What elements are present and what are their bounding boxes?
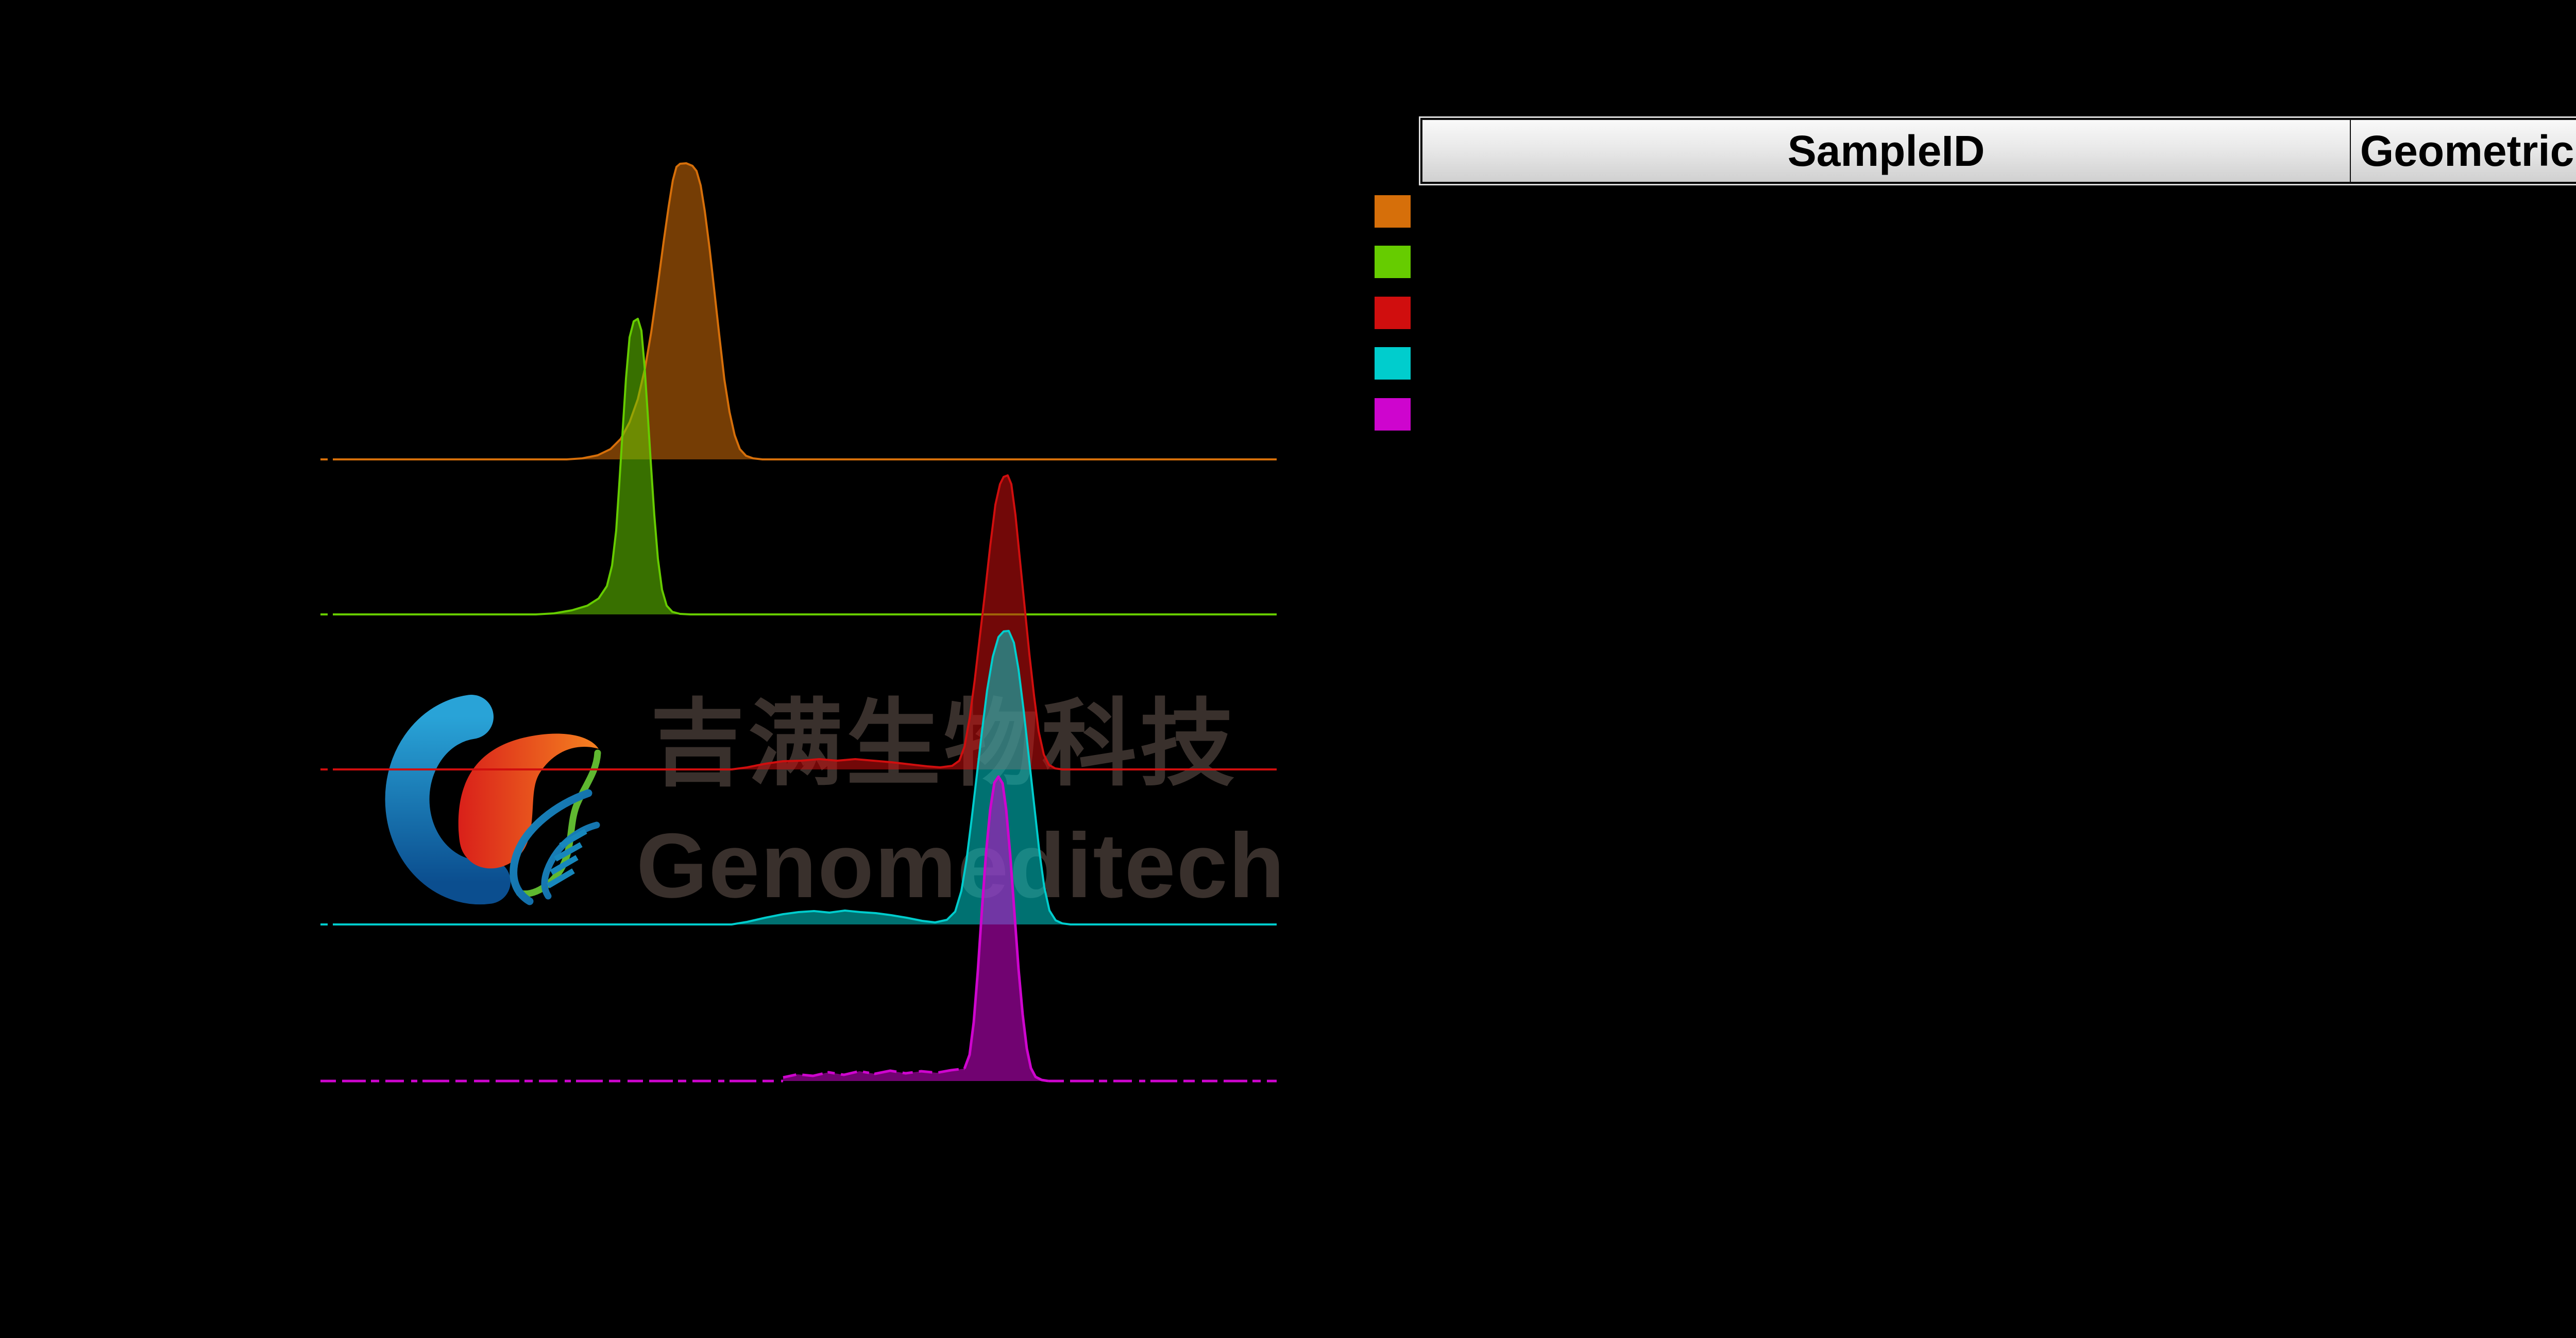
- sample-green-fill: [320, 319, 1277, 614]
- logo-dna-rungs: [547, 829, 587, 888]
- sample-red-outline-0: [320, 474, 1277, 770]
- logo-dna-strand-1: [510, 789, 592, 905]
- table-header-geomean-fl11h: Geometric Mean : FL11-H: [2360, 126, 2576, 175]
- legend-swatch-green: [1375, 246, 1411, 278]
- sample-magenta-outline-1: [783, 1067, 965, 1079]
- table-header-sampleid: SampleID: [1422, 120, 2351, 182]
- sample-orange-outline-0: [320, 162, 1277, 460]
- sample-green-outline-0: [320, 318, 1277, 615]
- sample-cyan-fill: [320, 631, 1277, 924]
- sample-red-fill: [320, 475, 1277, 769]
- logo-blue-swirl: [385, 695, 511, 905]
- sample-orange-fill: [320, 163, 1277, 459]
- legend-swatch-magenta: [1375, 398, 1411, 431]
- legend-swatch-orange: [1375, 195, 1411, 228]
- legend-swatch-red: [1375, 297, 1411, 329]
- legend-swatch-cyan: [1375, 347, 1411, 380]
- genomeditech-logo: [385, 695, 601, 905]
- table-header-row: SampleID Geometric Mean : FL11-H: [1421, 119, 2576, 183]
- sample-cyan-outline-0: [320, 630, 1277, 925]
- results-table: SampleID Geometric Mean : FL11-H: [1419, 116, 2576, 185]
- watermark-cn-text: 吉满生物科技: [650, 691, 1238, 797]
- logo-red-drop: [458, 733, 599, 869]
- sample-magenta-fill: [783, 777, 1048, 1081]
- sample-magenta-outline-2: [963, 775, 1049, 1083]
